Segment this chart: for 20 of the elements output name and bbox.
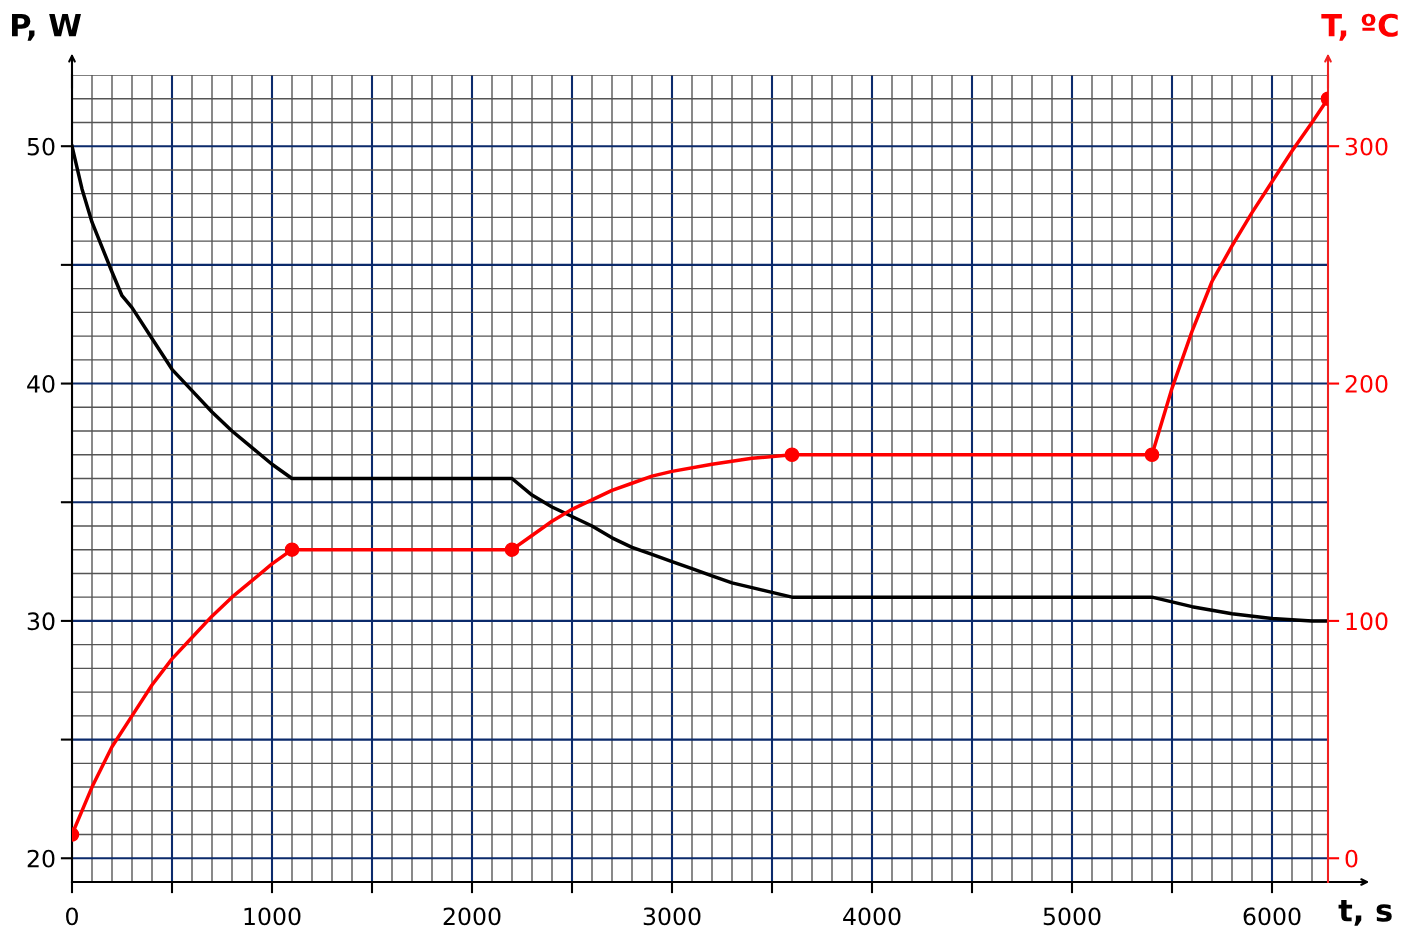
y-tick-label: 30 [27,612,55,631]
x-tick-label: 3000 [643,907,701,926]
x-axis-title: t, s [1338,899,1392,926]
y-tick-label: 20 [27,849,55,868]
y-tick-label: 50 [27,137,55,156]
point [504,542,520,557]
y2-axis-title: T, ºC [1321,13,1398,41]
x-tick-label: 4000 [843,907,901,926]
point [784,447,800,463]
y2-tick-label: 200 [1345,375,1388,393]
x-tick-label: 1000 [244,907,301,926]
y2-tick-label: 100 [1346,612,1388,631]
y-tick-label: 40 [27,375,55,393]
x-tick-label: 2000 [443,907,501,926]
y2-tick-label: 300 [1345,137,1388,156]
y2-tick-label: 0 [1345,849,1358,868]
x-tick-label: 5000 [1043,907,1101,926]
x-tick-label: 0 [66,907,78,926]
y-axis-title: P, W [12,14,81,41]
x-tick-label: 6000 [1243,907,1301,926]
